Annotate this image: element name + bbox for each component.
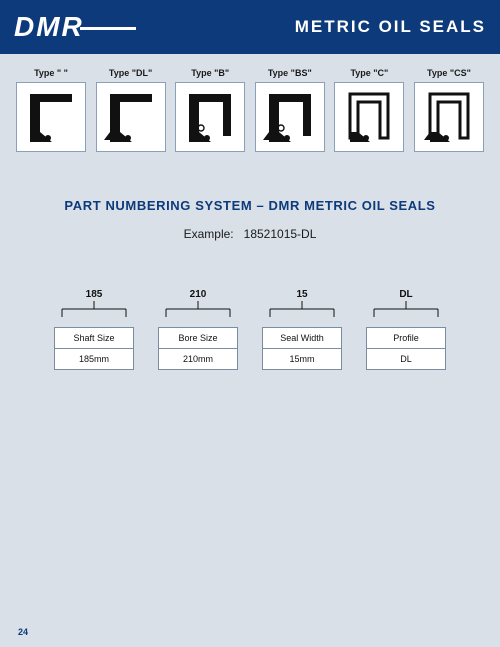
type-label: Type "C": [334, 68, 404, 78]
type-cell: Type "C": [334, 68, 404, 152]
type-label: Type "BS": [255, 68, 325, 78]
type-label: Type " ": [16, 68, 86, 78]
seal-icon: [340, 88, 398, 146]
part-table: Seal Width 15mm: [262, 327, 342, 370]
seal-icon: [102, 88, 160, 146]
bracket-icon: [54, 299, 134, 323]
type-cell: Type "CS": [414, 68, 484, 152]
part-table: Profile DL: [366, 327, 446, 370]
bracket-icon: [262, 299, 342, 323]
type-diagram-box: [175, 82, 245, 152]
type-cell: Type "DL": [96, 68, 166, 152]
part-heading: Seal Width: [263, 328, 342, 349]
brand-text: DMR: [14, 11, 84, 42]
part-column: 185 Shaft Size 185mm: [54, 289, 134, 370]
seal-icon: [22, 88, 80, 146]
bracket-icon: [158, 299, 238, 323]
type-diagram-box: [414, 82, 484, 152]
section-title: PART NUMBERING SYSTEM – DMR METRIC OIL S…: [0, 198, 500, 213]
part-table: Bore Size 210mm: [158, 327, 238, 370]
part-column: DL Profile DL: [366, 289, 446, 370]
parts-row: 185 Shaft Size 185mm 210 Bore Size 210mm…: [0, 289, 500, 370]
part-value: 15mm: [263, 349, 342, 370]
part-column: 15 Seal Width 15mm: [262, 289, 342, 370]
type-cell: Type "BS": [255, 68, 325, 152]
type-cell: Type "B": [175, 68, 245, 152]
example-label: Example:: [184, 227, 234, 241]
page-title: METRIC OIL SEALS: [295, 17, 486, 37]
part-table: Shaft Size 185mm: [54, 327, 134, 370]
brand-block: DMR: [14, 11, 136, 43]
seal-icon: [420, 88, 478, 146]
type-diagram-box: [334, 82, 404, 152]
part-column: 210 Bore Size 210mm: [158, 289, 238, 370]
page-number: 24: [18, 627, 28, 637]
type-label: Type "DL": [96, 68, 166, 78]
seal-icon: [181, 88, 239, 146]
type-cell: Type " ": [16, 68, 86, 152]
example-line: Example: 18521015-DL: [0, 227, 500, 241]
part-value: 185mm: [55, 349, 134, 370]
page-header: DMR METRIC OIL SEALS: [0, 0, 500, 54]
part-value: DL: [367, 349, 446, 370]
type-diagram-box: [16, 82, 86, 152]
type-diagram-box: [96, 82, 166, 152]
type-label: Type "B": [175, 68, 245, 78]
part-value: 210mm: [159, 349, 238, 370]
bracket-icon: [366, 299, 446, 323]
part-heading: Profile: [367, 328, 446, 349]
type-diagram-box: [255, 82, 325, 152]
seal-type-row: Type " " Type "DL" Type "B": [0, 54, 500, 160]
brand-underline: [80, 27, 136, 30]
example-value: 18521015-DL: [244, 227, 317, 241]
seal-icon: [261, 88, 319, 146]
part-heading: Shaft Size: [55, 328, 134, 349]
type-label: Type "CS": [414, 68, 484, 78]
part-heading: Bore Size: [159, 328, 238, 349]
